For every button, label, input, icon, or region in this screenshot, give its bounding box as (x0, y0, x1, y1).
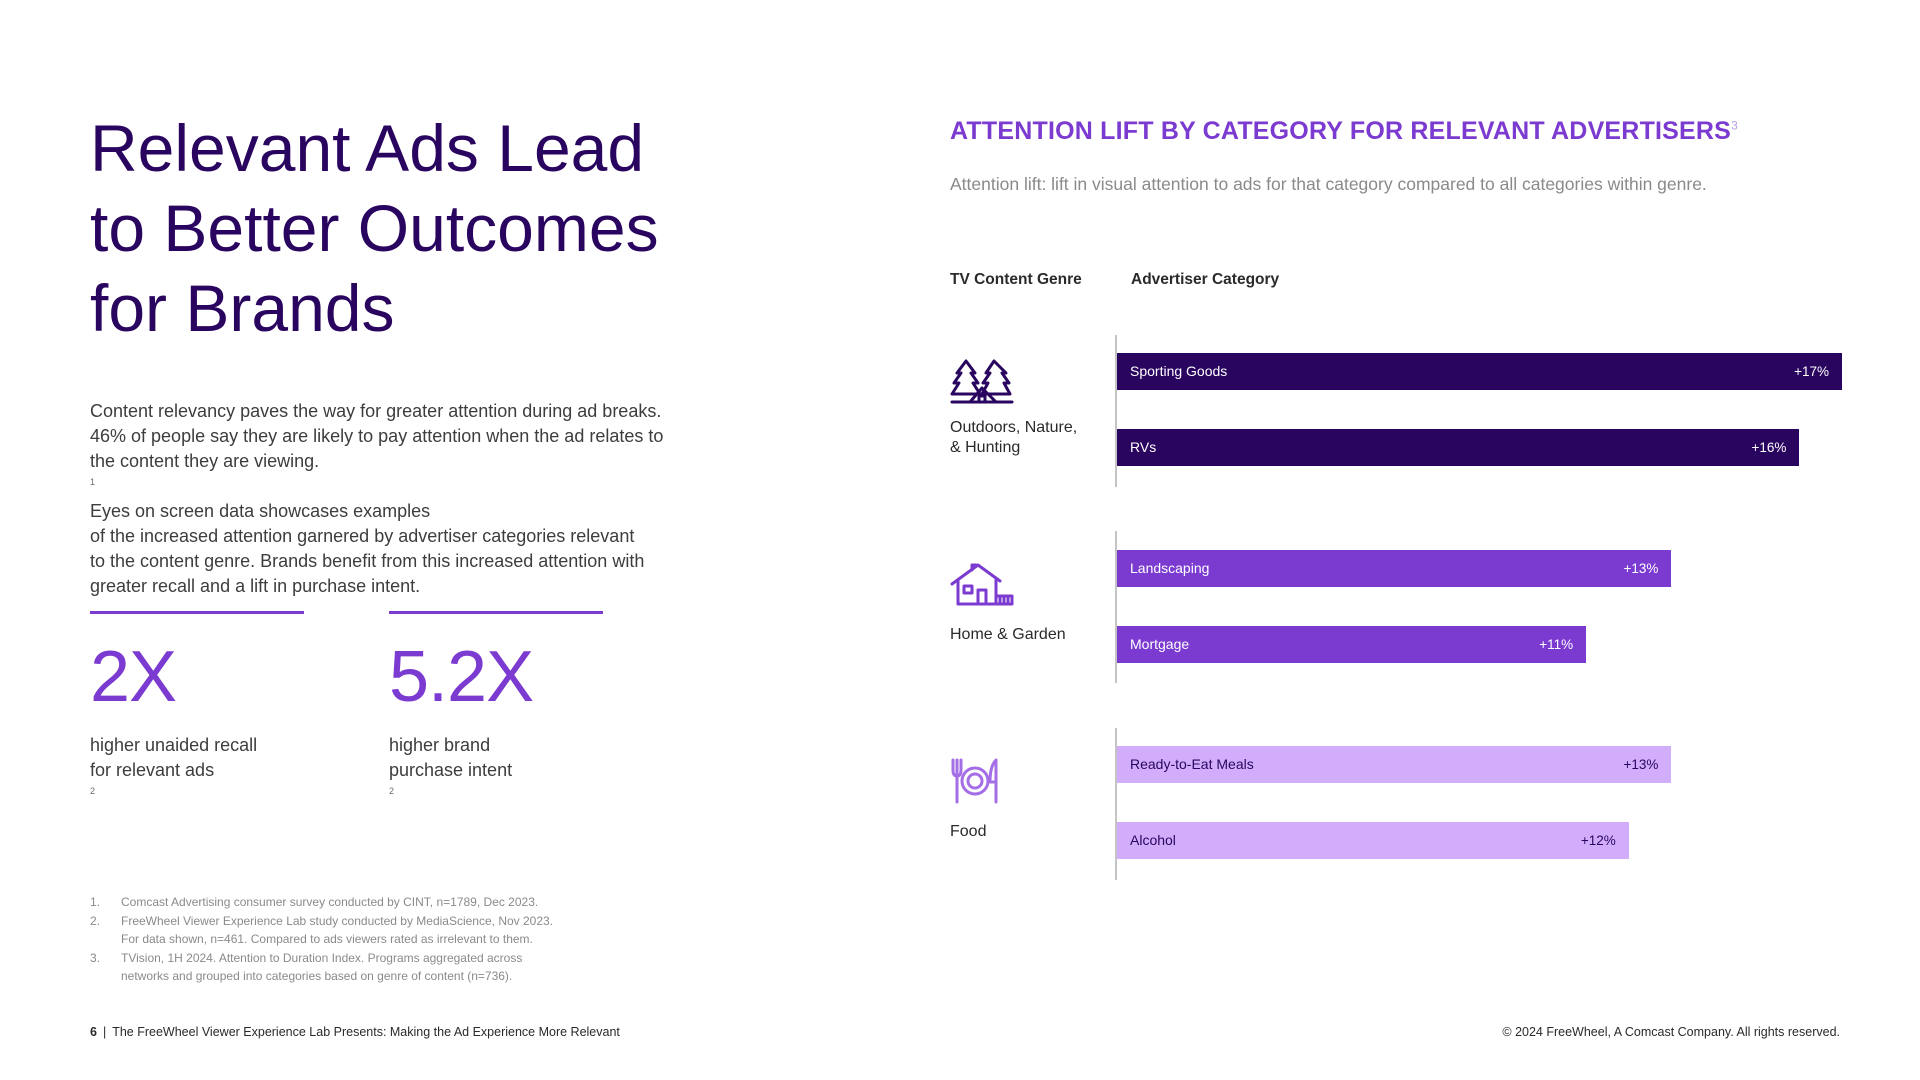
group-axis-line (1115, 335, 1117, 487)
bar-landscaping: Landscaping +13% (1117, 550, 1672, 587)
group-axis-line (1115, 728, 1117, 880)
chart-title: ATTENTION LIFT BY CATEGORY FOR RELEVANT … (950, 117, 1738, 146)
bar-value-label: +11% (1539, 637, 1574, 652)
bar-category-label: RVs (1130, 439, 1157, 455)
stat-desc-line: purchase intent 2 (389, 758, 603, 808)
body-line: 46% of people say they are likely to pay… (90, 426, 664, 446)
bar-sporting-goods: Sporting Goods +17% (1117, 353, 1842, 390)
stat-desc-text: purchase intent (389, 760, 513, 780)
body-line: the content they are viewing. 1 Eyes on s… (90, 449, 730, 524)
body-line: greater recall and a lift in purchase in… (90, 576, 421, 596)
footnote-line: For data shown, n=461. Compared to ads v… (121, 932, 533, 946)
body-line-text: Eyes on screen data showcases examples (90, 501, 431, 521)
trees-tent-icon (950, 359, 1014, 404)
stat-desc-line: higher brand (389, 735, 491, 755)
chart-subtitle: Attention lift: lift in visual attention… (950, 174, 1707, 194)
intro-paragraph: Content relevancy paves the way for grea… (90, 399, 730, 599)
bar-value-label: +17% (1794, 364, 1829, 379)
stat-desc-line: for relevant ads 2 (90, 758, 304, 808)
stat-value: 2X (90, 637, 177, 717)
title-line: to Better Outcomes (90, 191, 659, 265)
bar-rvs: RVs +16% (1117, 429, 1800, 466)
genre-label: Outdoors, Nature, & Hunting (950, 418, 1077, 458)
stat-desc-text: for relevant ads (90, 760, 215, 780)
footnote: 3. TVision, 1H 2024. Attention to Durati… (90, 949, 710, 986)
footnotes: 1. Comcast Advertising consumer survey c… (90, 893, 710, 986)
page-number: 6 (90, 1025, 97, 1039)
stat-value: 5.2X (389, 637, 534, 717)
footnote-ref: 2 (389, 786, 395, 796)
stat-rule (90, 611, 304, 614)
footnote-ref: 3 (1731, 118, 1738, 133)
bar-category-label: Mortgage (1130, 636, 1190, 652)
page-title: Relevant Ads Lead to Better Outcomes for… (90, 108, 730, 348)
title-line: Relevant Ads Lead (90, 111, 645, 185)
footnote-line: networks and grouped into categories bas… (121, 969, 513, 983)
body-line-text: the content they are viewing. (90, 451, 320, 471)
footnote-ref: 1 (90, 477, 96, 487)
body-line: to the content genre. Brands benefit fro… (90, 551, 645, 571)
bar-value-label: +12% (1580, 833, 1616, 848)
plate-fork-knife-icon (951, 758, 998, 804)
bar-ready-to-eat-meals: Ready-to-Eat Meals +13% (1117, 746, 1672, 783)
group-axis-line (1115, 531, 1117, 683)
column-header-category: Advertiser Category (1131, 271, 1280, 288)
stat-recall: 2X higher unaided recall for relevant ad… (90, 611, 304, 808)
house-icon (950, 563, 1014, 606)
footnote-line: TVision, 1H 2024. Attention to Duration … (121, 950, 523, 965)
footnote-line: Comcast Advertising consumer survey cond… (121, 895, 539, 909)
bar-mortgage: Mortgage +11% (1117, 626, 1587, 663)
body-line: of the increased attention garnered by a… (90, 526, 635, 546)
stat-rule (389, 611, 603, 614)
footnote-ref: 2 (90, 786, 96, 796)
footnote-number: 3. (90, 950, 101, 965)
footnote: 1. Comcast Advertising consumer survey c… (90, 893, 710, 912)
column-header-genre: TV Content Genre (950, 271, 1082, 288)
chart-title-text: ATTENTION LIFT BY CATEGORY FOR RELEVANT … (950, 117, 1732, 145)
stat-desc-line: higher unaided recall (90, 735, 258, 755)
publication-title: The FreeWheel Viewer Experience Lab Pres… (112, 1025, 620, 1039)
bar-alcohol: Alcohol +12% (1117, 822, 1629, 859)
genre-label-line: Home & Garden (950, 626, 1066, 643)
footnote: 2. FreeWheel Viewer Experience Lab study… (90, 912, 710, 949)
genre-label: Home & Garden (950, 625, 1066, 645)
genre-label: Food (950, 822, 986, 842)
bar-category-label: Ready-to-Eat Meals (1130, 756, 1254, 772)
stat-description: higher unaided recall for relevant ads 2 (90, 733, 304, 808)
footnote-number: 2. (90, 913, 101, 928)
title-line: for Brands (90, 271, 395, 345)
copyright: © 2024 FreeWheel, A Comcast Company. All… (1502, 1025, 1840, 1039)
bar-category-label: Alcohol (1130, 832, 1176, 848)
footer-left: 6 | The FreeWheel Viewer Experience Lab Pr… (90, 1025, 620, 1039)
stat-purchase-intent: 5.2X higher brand purchase intent 2 (389, 611, 603, 808)
footnote-line: FreeWheel Viewer Experience Lab study co… (121, 913, 554, 928)
stat-description: higher brand purchase intent 2 (389, 733, 603, 808)
genre-label-line: Outdoors, Nature, (950, 419, 1078, 436)
bar-value-label: +13% (1623, 561, 1659, 576)
genre-label-line: & Hunting (950, 439, 1021, 456)
bar-value-label: +16% (1751, 440, 1787, 455)
bar-value-label: +13% (1623, 757, 1659, 772)
bar-category-label: Sporting Goods (1130, 363, 1228, 379)
body-line: Content relevancy paves the way for grea… (90, 401, 662, 421)
genre-label-line: Food (950, 823, 987, 840)
bar-category-label: Landscaping (1130, 560, 1210, 576)
footer-separator: | (102, 1025, 107, 1039)
footnote-number: 1. (90, 895, 101, 909)
